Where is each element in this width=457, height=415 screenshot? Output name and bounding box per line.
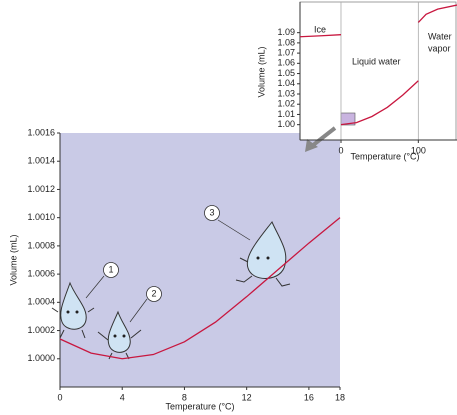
y-tick-label: 1.08	[277, 37, 295, 47]
y-tick-label: 1.0012	[27, 184, 55, 194]
y-tick-label: 1.05	[277, 68, 295, 78]
y-tick-label: 1.0014	[27, 156, 55, 166]
y-tick-label: 1.0006	[27, 268, 55, 278]
y-tick-label: 1.07	[277, 47, 295, 57]
annotation: vapor	[428, 43, 451, 53]
y-tick-label: 1.0000	[27, 353, 55, 363]
y-tick-label: 1.02	[277, 99, 295, 109]
x-tick-label: 16	[304, 392, 314, 402]
annotation: 3	[209, 207, 214, 217]
annotation: 1	[108, 264, 113, 274]
y-tick-label: 1.00	[277, 119, 295, 129]
annotation: Liquid water	[352, 56, 401, 66]
y-tick-label: 1.0008	[27, 240, 55, 250]
annotation: Water	[428, 31, 452, 41]
y-axis-label: Volume (mL)	[8, 234, 18, 285]
x-tick-label: 4	[120, 392, 125, 402]
inset-frame	[300, 2, 456, 140]
plot-background	[60, 133, 340, 387]
y-tick-label: 1.0010	[27, 212, 55, 222]
annotation: Ice	[314, 24, 326, 34]
y-tick-label: 1.01	[277, 109, 295, 119]
y-tick-label: 1.03	[277, 88, 295, 98]
x-tick-label: 0	[338, 145, 343, 155]
y-tick-label: 1.06	[277, 58, 295, 68]
x-axis-label: Temperature (°C)	[165, 401, 234, 411]
y-tick-label: 1.0016	[27, 127, 55, 137]
x-tick-label: 0	[57, 392, 62, 402]
y-tick-label: 1.0004	[27, 297, 55, 307]
annotation: 2	[151, 288, 156, 298]
y-tick-label: 1.0002	[27, 325, 55, 335]
x-axis-label: Temperature (°C)	[350, 151, 419, 161]
y-tick-label: 1.04	[277, 78, 295, 88]
y-axis-label: Volume (mL)	[256, 46, 266, 97]
figure: 1.00001.00021.00041.00061.00081.00101.00…	[0, 0, 457, 415]
x-tick-label: 18	[335, 392, 345, 402]
x-tick-label: 12	[242, 392, 252, 402]
y-tick-label: 1.09	[277, 27, 295, 37]
